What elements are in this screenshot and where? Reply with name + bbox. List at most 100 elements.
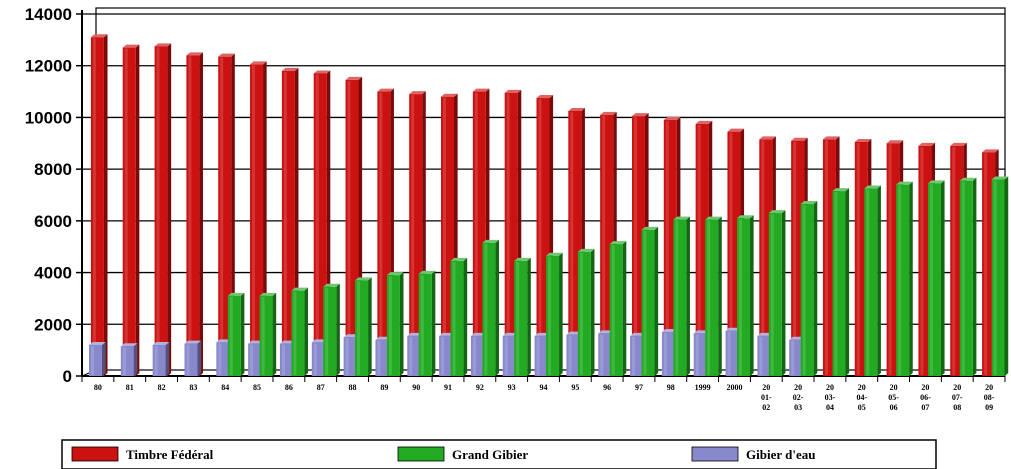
y-tick-label: 0: [63, 367, 72, 386]
bar-top: [291, 287, 309, 291]
bar-top: [536, 95, 554, 99]
bar-highlight: [229, 296, 233, 375]
bar-top: [959, 177, 977, 181]
bar-highlight: [993, 180, 997, 375]
bar-highlight: [675, 220, 679, 375]
bar-front: [630, 335, 644, 376]
bar-front: [216, 342, 230, 376]
bar: [673, 216, 690, 376]
bar-top: [695, 120, 713, 124]
bar-highlight: [156, 47, 160, 375]
bar-top: [122, 44, 140, 48]
x-tick-label: 05: [858, 403, 866, 412]
bar-top: [737, 215, 754, 219]
bar-highlight: [409, 336, 413, 375]
x-tick-label: 08: [953, 403, 961, 412]
bar-top: [950, 142, 967, 146]
bar: [641, 226, 659, 376]
bar-highlight: [388, 276, 392, 375]
bar-top: [854, 138, 872, 142]
bar: [89, 341, 106, 376]
bar-front: [291, 290, 305, 376]
bar: [259, 292, 277, 376]
bar-highlight: [506, 93, 510, 375]
bar-top: [514, 257, 531, 261]
x-tick-label: 08-: [984, 393, 995, 402]
legend-entry: Gibier d'eau: [691, 446, 815, 462]
bar-top: [800, 201, 818, 205]
bar-front: [186, 55, 200, 376]
bar-top: [386, 272, 404, 276]
bar-front: [546, 255, 560, 376]
bar-top: [472, 88, 490, 92]
bar-top: [152, 341, 170, 345]
bar-front: [534, 335, 548, 376]
bar-highlight: [824, 140, 828, 375]
bar-side: [167, 43, 172, 376]
bar-highlight: [665, 121, 669, 375]
bar-highlight: [727, 331, 731, 375]
bar: [546, 252, 563, 376]
x-tick-label: 07-: [952, 393, 963, 402]
bar-top: [504, 89, 522, 93]
bar-side: [781, 210, 786, 376]
bar-top: [600, 111, 617, 115]
bar-side: [559, 252, 563, 376]
bar-top: [281, 67, 299, 71]
legend-swatch: [71, 446, 119, 462]
bar-side: [527, 257, 531, 376]
legend-swatch: [691, 446, 739, 462]
bar: [122, 44, 140, 376]
bar-front: [470, 335, 484, 376]
bar-top: [218, 53, 235, 57]
bar-front: [90, 37, 104, 377]
x-tick-label: 84: [221, 383, 229, 392]
bar-top: [982, 149, 999, 153]
bar-top: [409, 91, 426, 95]
bar-highlight: [313, 343, 317, 375]
bar-highlight: [281, 344, 285, 375]
bar-front: [757, 335, 771, 376]
x-tick-label: 02: [762, 403, 770, 412]
bar-highlight: [124, 48, 128, 375]
bar: [386, 272, 404, 376]
bar-highlight: [548, 256, 552, 375]
bar-side: [845, 188, 850, 376]
bar: [355, 277, 372, 376]
bar-highlight: [961, 181, 965, 375]
bar-top: [120, 343, 138, 347]
x-tick-label: 20: [794, 383, 802, 392]
bar-front: [609, 244, 623, 376]
bar-side: [103, 34, 108, 377]
bar-highlight: [834, 192, 838, 375]
y-tick-labels: 0 2000 4000 6000 8000 10000 12000 14000: [25, 5, 72, 386]
bar: [577, 248, 595, 376]
x-tick-label: 88: [349, 383, 357, 392]
x-tick-label: 2000: [726, 383, 742, 392]
bar-front: [566, 334, 580, 376]
bar-top: [89, 341, 106, 345]
x-tick-label: 81: [126, 383, 134, 392]
bar-top: [90, 34, 108, 38]
bar-highlight: [122, 347, 126, 375]
x-tick-label: 04-: [856, 393, 867, 402]
bar-top: [577, 248, 595, 252]
bar: [291, 287, 309, 376]
x-tick-label: 82: [158, 383, 166, 392]
x-tick-label: 20: [826, 383, 834, 392]
bar-front: [120, 346, 134, 376]
bar-highlight: [600, 334, 604, 375]
bar-side: [304, 287, 309, 376]
bar-highlight: [250, 344, 254, 375]
x-tick-label: 91: [444, 383, 452, 392]
bar-front: [673, 219, 687, 376]
bar-side: [240, 292, 245, 376]
bar-front: [152, 344, 166, 376]
bar-top: [705, 216, 722, 220]
bar-top: [313, 70, 331, 74]
bar-highlight: [984, 153, 988, 375]
bar-highlight: [516, 261, 520, 375]
bar-front: [248, 343, 262, 376]
bar-highlight: [252, 65, 256, 376]
bar-front: [89, 344, 103, 376]
